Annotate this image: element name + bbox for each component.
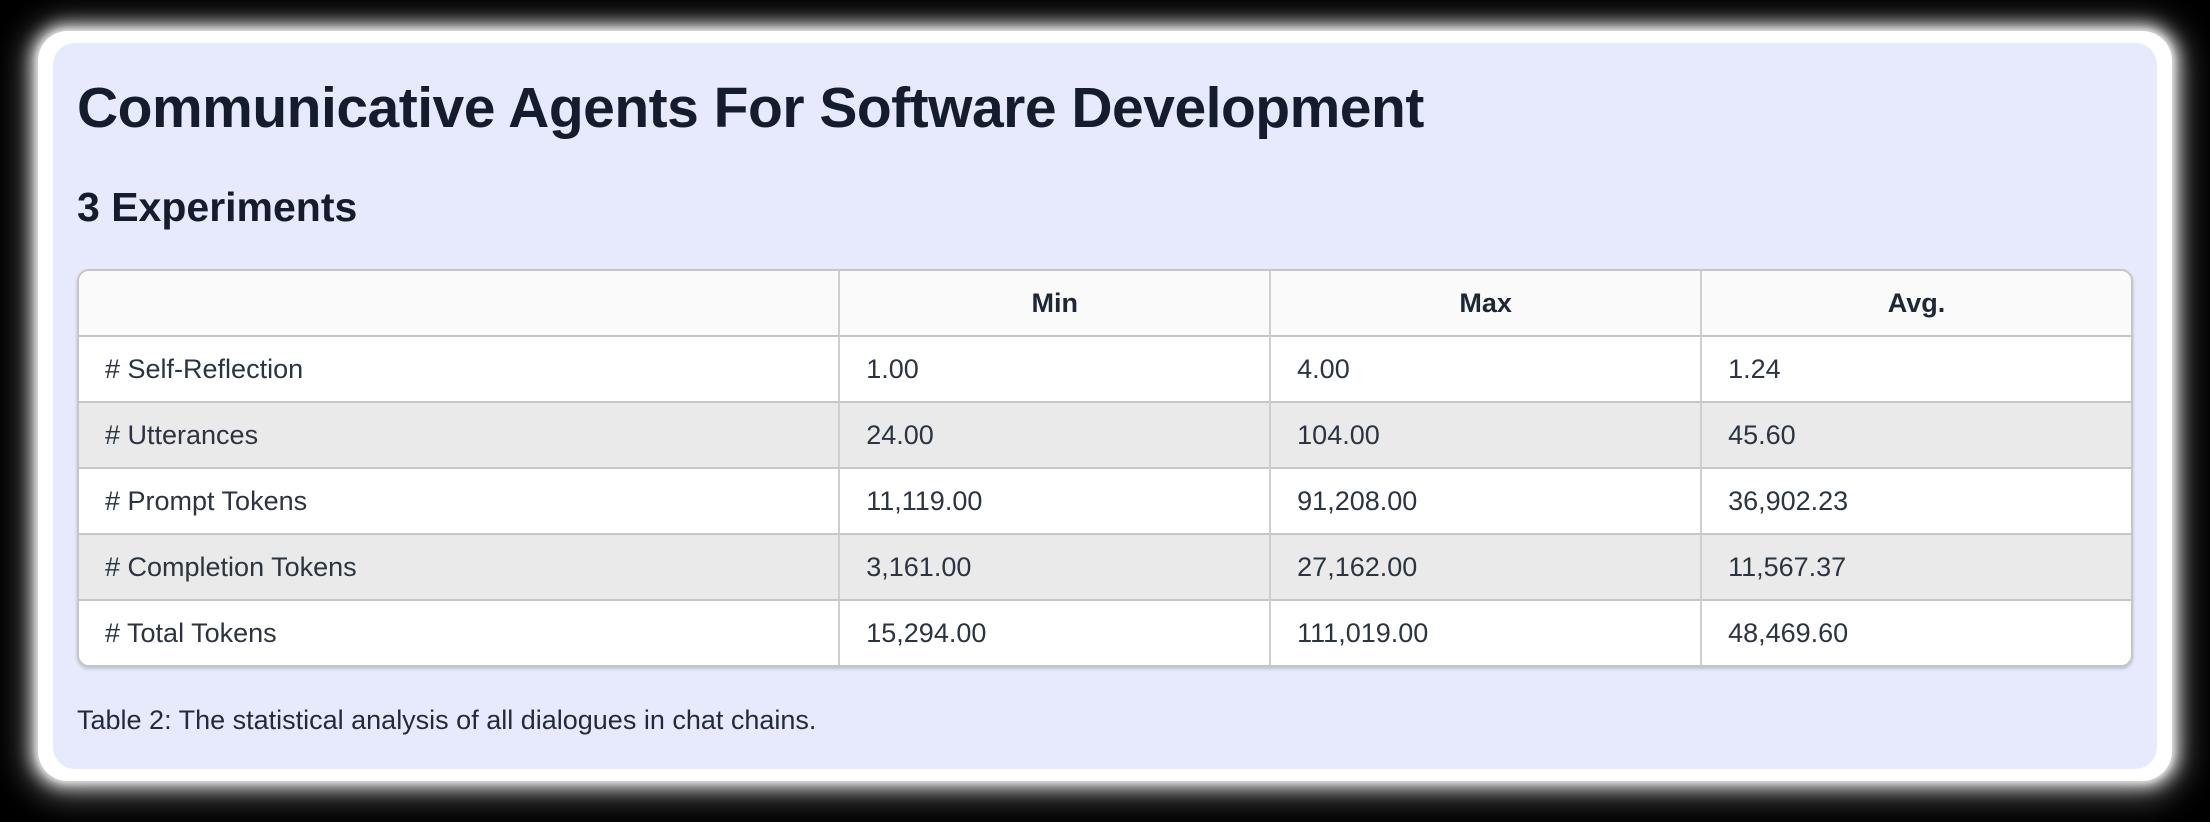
row-label: # Completion Tokens — [79, 533, 839, 599]
table-row: # Self-Reflection 1.00 4.00 1.24 — [79, 335, 2131, 401]
cell-avg: 45.60 — [1700, 401, 2131, 467]
window-card: Communicative Agents For Software Develo… — [38, 31, 2172, 781]
table-row: # Completion Tokens 3,161.00 27,162.00 1… — [79, 533, 2131, 599]
cell-min: 24.00 — [838, 401, 1270, 467]
table-caption: Table 2: The statistical analysis of all… — [77, 705, 817, 735]
row-label: # Utterances — [79, 401, 839, 467]
cell-min: 3,161.00 — [838, 533, 1270, 599]
cell-min: 11,119.00 — [838, 467, 1270, 533]
stats-table: Min Max Avg. # Self-Reflection 1.00 4.00… — [77, 269, 2133, 667]
row-label: # Prompt Tokens — [79, 467, 839, 533]
table-row: # Total Tokens 15,294.00 111,019.00 48,4… — [79, 599, 2131, 665]
cell-avg: 48,469.60 — [1700, 599, 2131, 665]
cell-max: 27,162.00 — [1269, 533, 1701, 599]
cell-max: 91,208.00 — [1269, 467, 1701, 533]
cell-avg: 1.24 — [1700, 335, 2131, 401]
row-label: # Total Tokens — [79, 599, 839, 665]
content-panel: Communicative Agents For Software Develo… — [53, 43, 2157, 769]
page-title: Communicative Agents For Software Develo… — [77, 76, 1424, 140]
cell-max: 111,019.00 — [1269, 599, 1701, 665]
cell-avg: 11,567.37 — [1700, 533, 2131, 599]
column-header-min: Min — [838, 271, 1270, 335]
row-label: # Self-Reflection — [79, 335, 839, 401]
cell-max: 104.00 — [1269, 401, 1701, 467]
table-header-row: Min Max Avg. — [79, 271, 2131, 335]
table-row: # Utterances 24.00 104.00 45.60 — [79, 401, 2131, 467]
column-header-blank — [79, 271, 839, 335]
cell-min: 1.00 — [838, 335, 1270, 401]
section-heading: 3 Experiments — [77, 184, 358, 230]
column-header-avg: Avg. — [1700, 271, 2131, 335]
column-header-max: Max — [1269, 271, 1701, 335]
cell-avg: 36,902.23 — [1700, 467, 2131, 533]
table-row: # Prompt Tokens 11,119.00 91,208.00 36,9… — [79, 467, 2131, 533]
cell-max: 4.00 — [1269, 335, 1701, 401]
cell-min: 15,294.00 — [838, 599, 1270, 665]
